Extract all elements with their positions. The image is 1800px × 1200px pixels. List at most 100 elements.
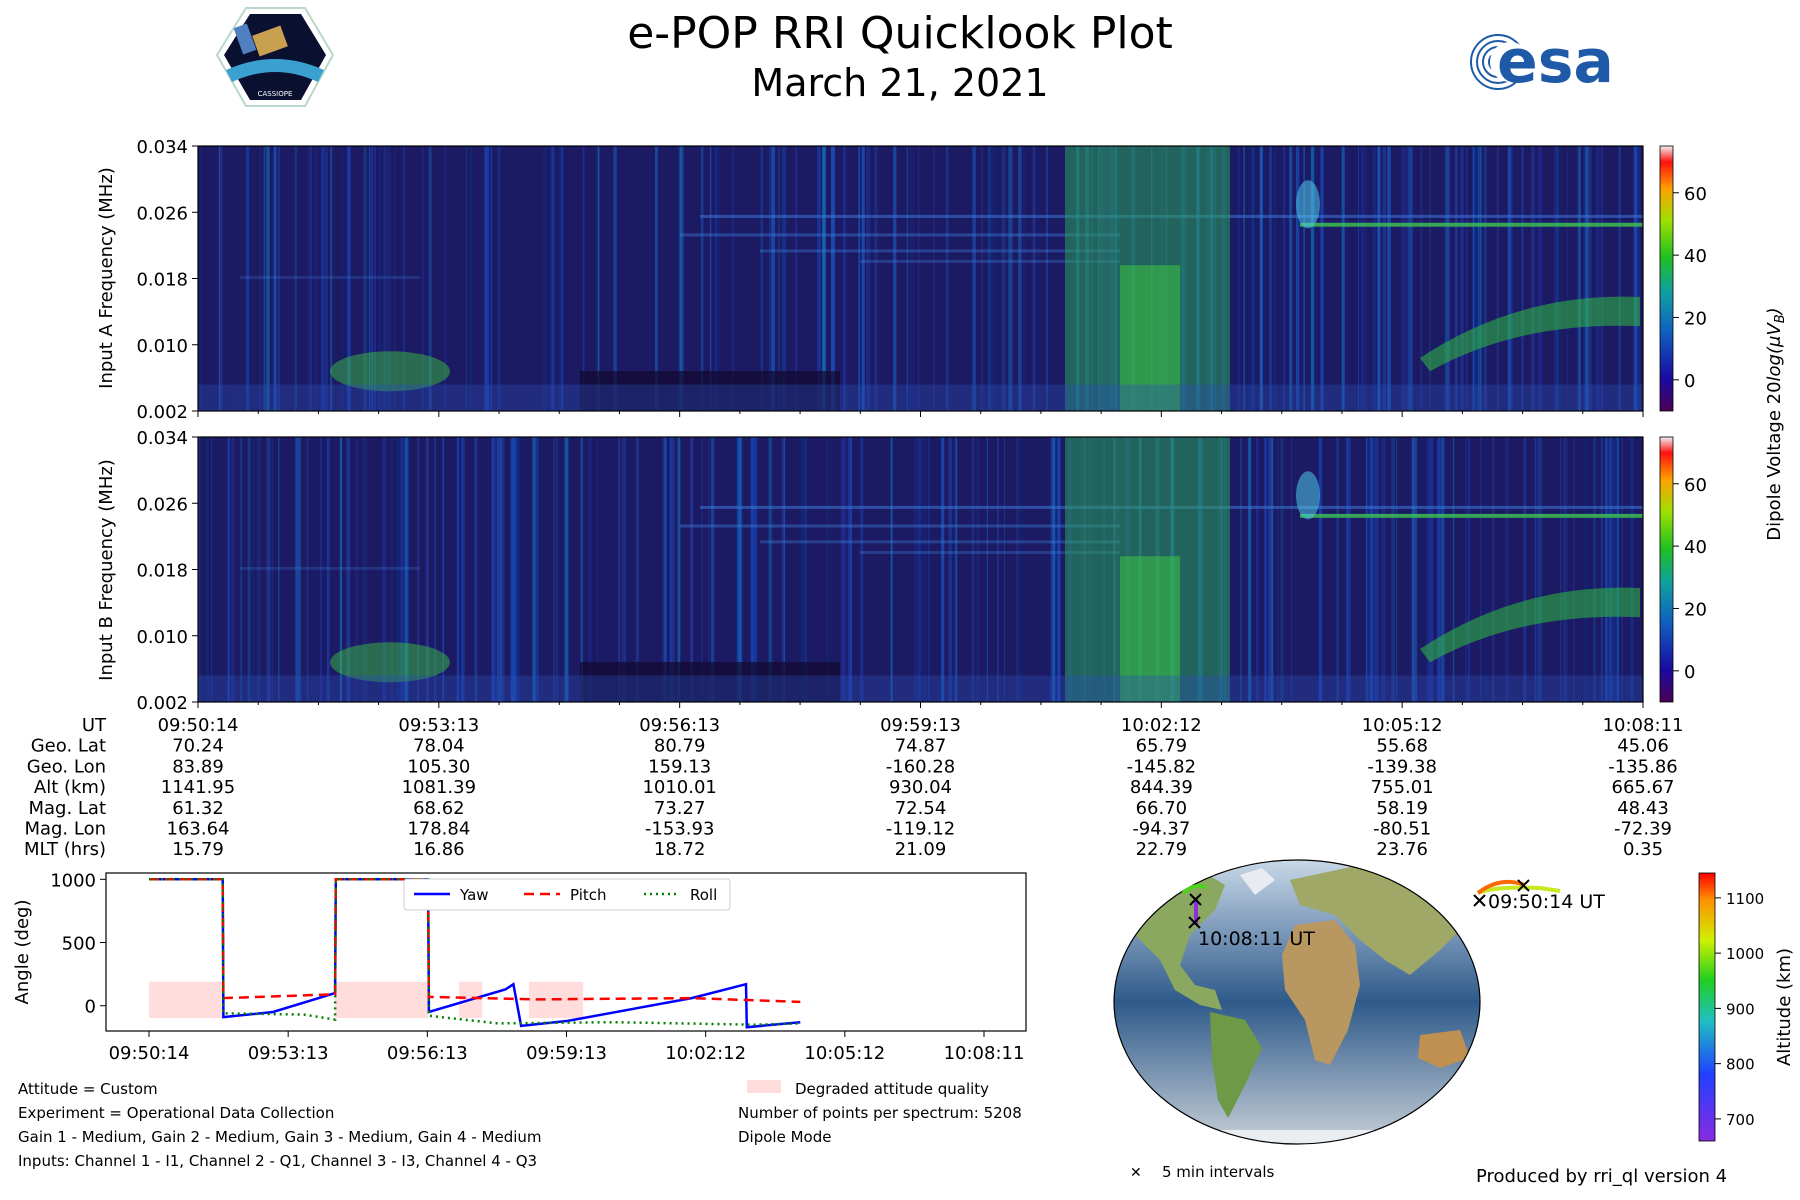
greenland (1240, 868, 1275, 895)
esa-logo: esa (1470, 27, 1614, 97)
spectrogram-texture (347, 146, 351, 411)
spectrogram-texture (1616, 437, 1619, 702)
spectrogram-texture (319, 437, 323, 702)
altitude-tick-label: 800 (1726, 1056, 1755, 1074)
spectrogram-texture (218, 146, 220, 411)
spectrogram-texture (511, 437, 515, 702)
spectrogram-texture (618, 437, 620, 702)
spectrogram-texture (917, 146, 920, 411)
table-cell: -153.93 (645, 819, 714, 840)
spectrogram-texture (1511, 146, 1514, 411)
africa (1282, 920, 1360, 1065)
y-tick-label: 0.018 (136, 561, 188, 582)
spectrogram-texture (198, 146, 200, 411)
x-tick-label: 09:53:13 (248, 1043, 329, 1064)
map-annotation-start: 09:50:14 UT (1488, 891, 1605, 913)
spectrogram-texture (1296, 146, 1300, 411)
y-tick-label: 0.034 (136, 137, 188, 158)
spectrogram-texture (1269, 146, 1273, 411)
spectrogram-texture (1273, 146, 1277, 411)
spectrogram-texture (1256, 437, 1259, 702)
spectrogram-texture (1310, 146, 1315, 411)
spectrogram-texture (1452, 437, 1455, 702)
spectrogram-texture (500, 437, 505, 702)
spectrogram-texture (266, 146, 270, 411)
spectrogram-texture (862, 146, 865, 411)
spectrogram-texture (1277, 437, 1279, 702)
spectral-band (760, 540, 1120, 544)
spectrogram-texture (716, 146, 720, 411)
spectrogram-texture (1238, 146, 1240, 411)
spectrogram-texture (768, 437, 772, 702)
spectrogram-texture (564, 437, 568, 702)
spectrogram-texture (1507, 146, 1510, 411)
spectrogram-texture (843, 437, 847, 702)
spectrogram-texture (1583, 146, 1587, 411)
y-tick-label: 0 (85, 997, 96, 1018)
spectrogram-texture (1366, 437, 1369, 702)
spectrogram-texture (266, 437, 271, 702)
spectrogram-texture (861, 437, 864, 702)
spectrogram-texture (198, 437, 201, 702)
spectrogram-texture (278, 437, 280, 702)
spectrogram-texture (386, 146, 391, 411)
spectrogram-panel-b: 0.002 0.010 0.018 0.026 0.034 Input B Freque… (96, 428, 1707, 714)
lf-emission (330, 642, 450, 683)
spectrogram-texture (1357, 146, 1360, 411)
spectrogram-texture (326, 146, 328, 411)
spectral-band (240, 566, 420, 570)
spectrogram-texture (997, 437, 999, 702)
table-cell: 755.01 (1371, 777, 1434, 798)
spectrogram-texture (1585, 146, 1589, 411)
spectrogram-texture (1611, 437, 1613, 702)
altitude-tick-label: 1100 (1726, 890, 1764, 908)
spectrogram-texture (976, 437, 980, 702)
spectrogram-texture (1244, 146, 1246, 411)
y-tick-label: 0.026 (136, 203, 188, 224)
spectrogram-texture (1465, 146, 1468, 411)
series-yaw (149, 878, 801, 1029)
spectrogram-texture (513, 437, 518, 702)
spectrogram-texture (307, 146, 311, 411)
spectrogram-texture (784, 146, 787, 411)
spectrogram-texture (914, 437, 916, 702)
spectrogram-texture (1536, 437, 1541, 702)
spectrogram-texture (347, 437, 351, 702)
spectrogram-texture (1401, 146, 1406, 411)
spectrogram-texture (1448, 146, 1451, 411)
table-cell: -145.82 (1127, 756, 1196, 777)
y-tick-label: 0.010 (136, 336, 188, 357)
spectrogram-texture (1001, 146, 1006, 411)
spectrogram-texture (843, 146, 845, 411)
spectrogram-texture (1483, 146, 1487, 411)
spectrogram-texture (1296, 146, 1298, 411)
table-cell: 74.87 (895, 736, 947, 757)
spectrogram-texture (1534, 437, 1537, 702)
spectrogram-texture (1600, 146, 1604, 411)
spectrogram-texture (428, 146, 432, 411)
table-cell: 22.79 (1136, 839, 1188, 860)
spectrogram-texture (690, 437, 693, 702)
spectral-band (680, 233, 1120, 237)
spectrogram-texture (369, 146, 370, 411)
spectrogram-texture (374, 146, 376, 411)
spectrogram-texture (1391, 437, 1395, 702)
spectrogram-texture (251, 437, 256, 702)
spectrogram-texture (735, 437, 739, 702)
colorbar-tick-label: 20 (1684, 599, 1707, 620)
table-cell: 23.76 (1376, 839, 1428, 860)
spectrogram-texture (1477, 146, 1480, 411)
spectrogram-texture (362, 437, 365, 702)
spectrogram-texture (750, 437, 754, 702)
spectrogram-texture (588, 437, 592, 702)
spectrogram-texture (1566, 437, 1568, 702)
spectrogram-texture (989, 146, 994, 411)
spectrogram-texture (1604, 437, 1608, 702)
spectrogram-texture (1538, 146, 1543, 411)
spectrogram-texture (597, 146, 600, 411)
spectrogram-texture (1360, 146, 1365, 411)
spectrogram-texture (752, 437, 756, 702)
spectrogram-texture (1588, 146, 1592, 411)
colorbar-tick-label: 40 (1684, 246, 1707, 267)
table-cell: -72.39 (1614, 819, 1672, 840)
